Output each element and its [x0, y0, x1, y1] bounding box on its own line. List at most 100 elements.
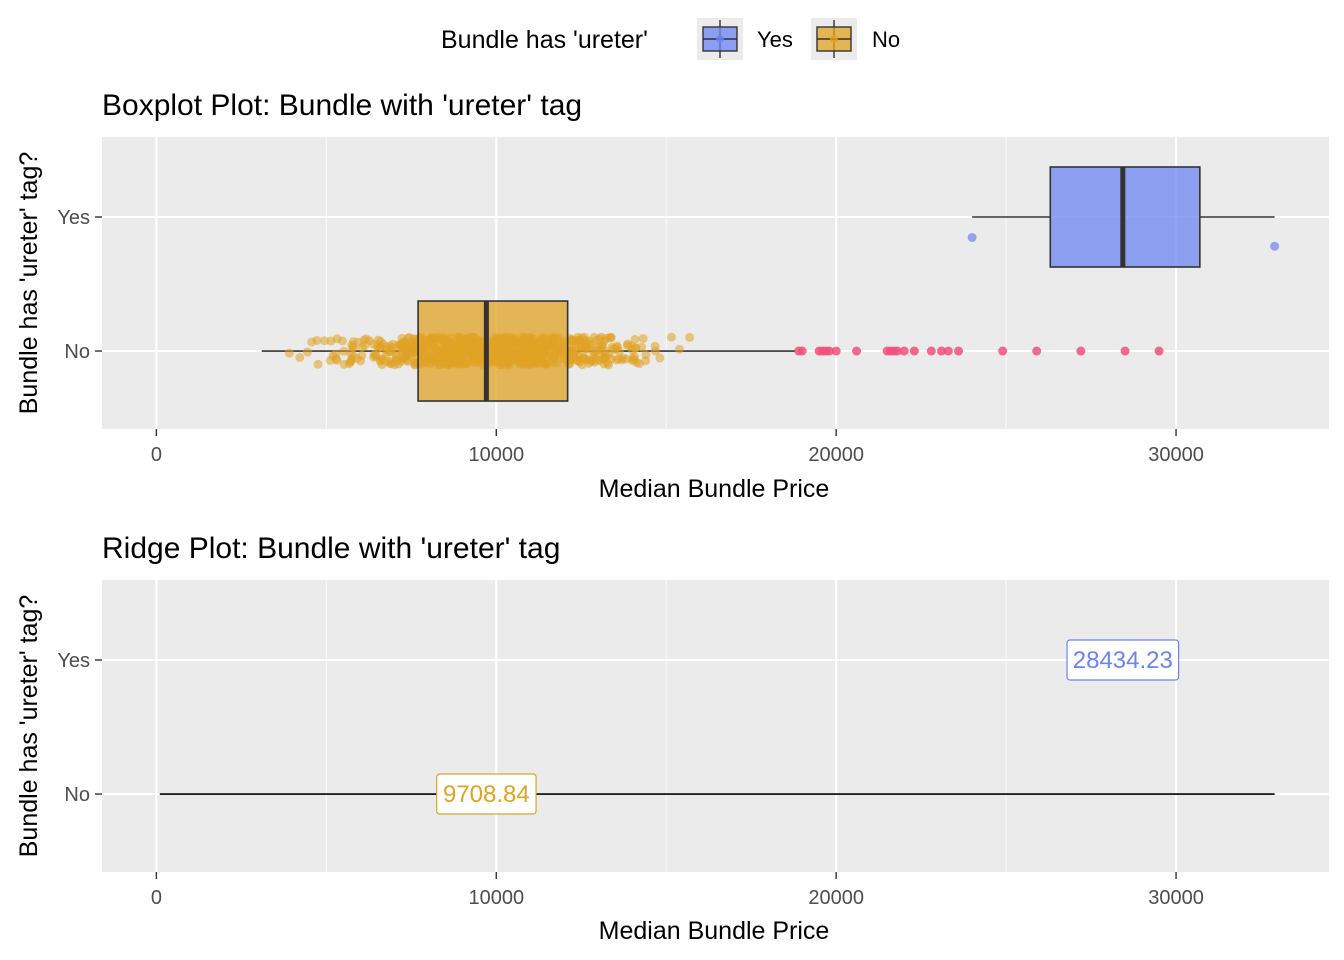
median-label-box	[436, 773, 537, 815]
median-label-text: 9708.84	[443, 781, 530, 808]
jitter-point	[395, 339, 404, 349]
box-no	[261, 300, 1164, 402]
jitter-point	[655, 353, 665, 363]
x-tick-label: 20000	[808, 444, 864, 466]
jitter-point	[320, 336, 329, 346]
outlier-point	[967, 232, 977, 242]
jitter-point	[347, 340, 357, 350]
ridge-y-axis-label: Bundle has 'ureter' tag?	[15, 595, 43, 858]
box-yes	[967, 166, 1280, 268]
boxplot-panel: Boxplot Plot: Bundle with 'ureter' tag Y…	[15, 89, 1329, 503]
jitter-point	[307, 337, 317, 347]
jitter-point	[621, 354, 631, 364]
outlier-point	[1120, 346, 1130, 356]
ridge-x-axis: 0 10000 20000 30000	[151, 872, 1204, 909]
legend-title: Bundle has 'ureter'	[441, 26, 648, 54]
ridge-x-axis-label: Median Bundle Price	[599, 917, 830, 945]
ridge-title: Ridge Plot: Bundle with 'ureter' tag	[102, 532, 560, 565]
jitter-point	[295, 353, 305, 362]
ridge-plot-area	[102, 580, 1329, 872]
jitter-point	[641, 356, 651, 366]
box-iqr	[417, 300, 569, 402]
outliers-yes	[967, 232, 1280, 251]
outlier-point	[1076, 346, 1086, 356]
legend: Bundle has 'ureter' Yes No	[441, 18, 900, 60]
outlier-point	[943, 346, 953, 356]
outlier-point	[998, 346, 1008, 356]
boxplot-x-axis-label: Median Bundle Price	[599, 475, 830, 503]
jitter-point	[392, 351, 401, 361]
boxplot-title: Boxplot Plot: Bundle with 'ureter' tag	[102, 89, 582, 122]
jitter-point	[345, 357, 355, 367]
jitter-point	[302, 347, 312, 357]
boxplot-marks	[261, 166, 1280, 402]
jitter-point	[388, 339, 398, 349]
jitter-point	[637, 342, 647, 352]
jitter-point	[606, 333, 616, 343]
x-tick-label: 0	[151, 887, 162, 909]
jitter-point	[674, 344, 684, 354]
legend-key-yes-point	[716, 35, 724, 43]
outlier-point	[1032, 346, 1042, 356]
outlier-point	[1270, 241, 1280, 251]
ridge-marks: 28434.23 9708.84	[159, 639, 1275, 815]
jitter-point	[369, 350, 379, 359]
jitter-point	[651, 346, 660, 356]
x-tick-label: 30000	[1148, 444, 1204, 466]
jitter-point	[599, 346, 609, 356]
outlier-point	[831, 346, 841, 356]
y-tick-label-yes: Yes	[57, 207, 90, 229]
ridge-panel: Ridge Plot: Bundle with 'ureter' tag Yes…	[15, 532, 1329, 945]
jitter-point	[284, 348, 294, 358]
jitter-point	[581, 336, 591, 345]
jitter-point	[572, 345, 582, 355]
jitter-point	[376, 342, 385, 352]
legend-item-no: No	[811, 18, 900, 60]
jitter-point	[313, 359, 323, 369]
y-tick-label-no: No	[64, 784, 90, 806]
jitter-point	[339, 346, 349, 356]
outlier-point	[892, 346, 902, 356]
outlier-point	[797, 346, 807, 356]
jitter-point	[630, 334, 640, 344]
boxplot-y-axis-label: Bundle has 'ureter' tag?	[15, 152, 43, 415]
jitter-point	[591, 355, 601, 365]
outlier-point	[926, 346, 936, 356]
jitter-point	[357, 351, 367, 361]
median-label-text: 28434.23	[1073, 647, 1173, 674]
y-tick-label-yes: Yes	[57, 650, 90, 672]
jitter-point	[628, 353, 638, 363]
legend-key-no-point	[830, 35, 838, 43]
median-label-box	[1066, 639, 1180, 681]
outlier-point	[954, 346, 964, 356]
jitter-point	[600, 353, 610, 363]
jitter-point	[574, 336, 584, 346]
legend-label-yes: Yes	[757, 27, 793, 52]
jitter-point	[365, 336, 375, 346]
jitter-point	[567, 335, 577, 345]
jitter-point	[622, 340, 632, 350]
x-tick-label: 10000	[468, 444, 524, 466]
jitter-point	[638, 334, 648, 344]
outlier-point	[899, 346, 909, 356]
x-tick-label: 20000	[808, 887, 864, 909]
y-tick-label-no: No	[64, 341, 90, 363]
boxplot-y-axis: Yes No	[57, 207, 102, 363]
jitter-point	[577, 360, 587, 370]
ridge-y-axis: Yes No	[57, 650, 102, 806]
outlier-point	[824, 346, 834, 356]
jitter-point	[357, 342, 367, 352]
jitter-point	[666, 332, 676, 342]
jitter-point	[328, 351, 338, 361]
median-label-yes: 28434.23	[1066, 639, 1180, 681]
jitter-point	[407, 348, 417, 357]
x-tick-label: 0	[151, 444, 162, 466]
x-tick-label: 10000	[468, 887, 524, 909]
jitter-point	[608, 344, 618, 354]
boxplot-x-axis: 0 10000 20000 30000	[151, 429, 1204, 466]
jitter-point	[326, 336, 336, 346]
jitter-point	[685, 332, 695, 342]
outlier-point	[909, 346, 919, 356]
median-label-no: 9708.84	[436, 773, 537, 815]
